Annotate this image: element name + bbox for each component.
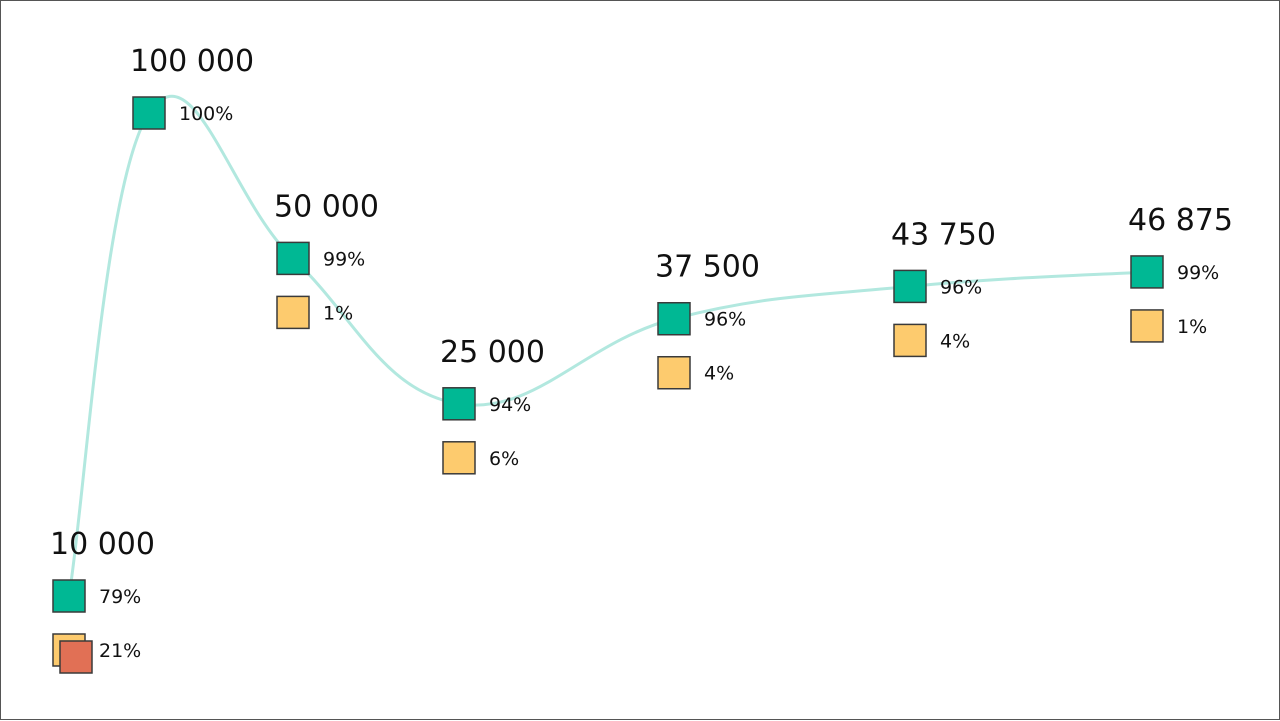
- total-value-label: 100 000: [130, 44, 254, 79]
- share-percent-label: 99%: [323, 248, 365, 270]
- total-value-label: 43 750: [891, 217, 996, 252]
- total-value-label: 25 000: [440, 335, 545, 370]
- total-value-label: 37 500: [655, 250, 760, 285]
- share-percent-label: 96%: [940, 276, 982, 298]
- series-line: [67, 94, 1148, 597]
- data-point-group: 25 000 94% 6%: [440, 335, 545, 475]
- share-marker-secondary: [442, 441, 476, 475]
- share-marker-secondary: [657, 355, 691, 390]
- share-marker-secondary: [276, 295, 310, 330]
- total-value-label: 46 875: [1128, 203, 1233, 238]
- share-marker-primary: [52, 579, 86, 613]
- share-percent-label: 1%: [1177, 316, 1207, 338]
- total-value-label: 50 000: [274, 189, 379, 224]
- share-percent-label: 100%: [179, 103, 233, 125]
- share-percent-label: 21%: [99, 640, 141, 662]
- share-marker-primary: [276, 241, 310, 276]
- share-marker-primary: [1130, 255, 1164, 289]
- data-point-group: 50 000 99% 1%: [274, 189, 379, 330]
- share-marker-primary: [442, 387, 476, 421]
- share-percent-label: 99%: [1177, 262, 1219, 284]
- share-marker-secondary: [1130, 309, 1164, 343]
- share-percent-label: 94%: [489, 394, 531, 416]
- share-marker-overlay: [59, 640, 93, 674]
- total-value-label: 10 000: [50, 527, 155, 562]
- share-marker-primary: [132, 96, 166, 130]
- share-marker-primary: [893, 269, 927, 304]
- data-point-group: 10 000 79% 21%: [50, 527, 155, 674]
- share-percent-label: 6%: [489, 448, 519, 470]
- data-point-group: 46 875 99% 1%: [1128, 203, 1233, 343]
- share-marker-primary: [657, 301, 691, 336]
- share-percent-label: 4%: [940, 330, 970, 352]
- share-percent-label: 96%: [704, 309, 746, 331]
- share-percent-label: 1%: [323, 302, 353, 324]
- data-point-group: 37 500 96% 4%: [655, 250, 760, 390]
- share-percent-label: 79%: [99, 586, 141, 608]
- share-percent-label: 4%: [704, 363, 734, 385]
- share-marker-secondary: [893, 323, 927, 358]
- data-point-group: 43 750 96% 4%: [891, 217, 996, 358]
- data-point-group: 100 000 100%: [130, 44, 254, 130]
